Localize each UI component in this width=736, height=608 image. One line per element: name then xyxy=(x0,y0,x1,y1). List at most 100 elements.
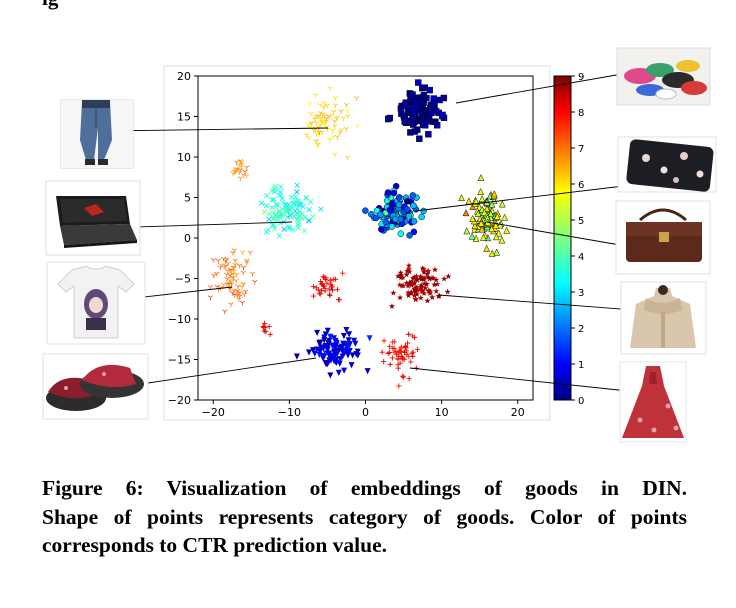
point-jeans xyxy=(322,101,328,106)
point-dress xyxy=(395,362,401,368)
point-bag xyxy=(477,187,485,195)
point-dress xyxy=(401,356,407,362)
point-coat xyxy=(409,275,417,281)
point-laptop xyxy=(290,200,297,207)
point-coat xyxy=(420,276,428,282)
point-dress xyxy=(389,355,396,361)
point-coat xyxy=(411,274,418,280)
point-laptop xyxy=(293,211,299,218)
point-dress xyxy=(379,349,385,355)
point-bag xyxy=(465,197,473,205)
point-dress xyxy=(409,350,415,356)
x-tick-label: 20 xyxy=(511,406,525,419)
point-slippers xyxy=(316,348,323,355)
point-jeans xyxy=(332,103,339,109)
point-laptop xyxy=(300,203,306,210)
point-laptop xyxy=(295,200,301,206)
point-jeans xyxy=(324,103,331,109)
point-red-plus-center xyxy=(310,293,317,299)
point-laptop xyxy=(295,224,301,231)
point-jeans xyxy=(321,113,328,119)
point-jeans xyxy=(314,120,320,126)
point-wallet xyxy=(378,226,385,233)
point-tshirt xyxy=(230,275,236,281)
point-wallet xyxy=(406,232,413,239)
point-wallet xyxy=(397,216,404,223)
point-slippers xyxy=(340,350,347,357)
point-jeans xyxy=(334,134,341,140)
point-bag xyxy=(458,193,465,202)
point-coat xyxy=(409,278,416,284)
point-jeans xyxy=(332,152,338,158)
point-laptop xyxy=(294,189,300,195)
point-laptop xyxy=(303,194,310,201)
point-coat xyxy=(413,284,421,290)
point-slippers xyxy=(348,362,355,369)
point-jeans xyxy=(306,101,313,107)
point-coat xyxy=(397,294,404,301)
point-laptop xyxy=(283,206,289,212)
point-red-plus-center xyxy=(334,287,341,293)
point-coat xyxy=(420,290,428,297)
point-laptop xyxy=(309,213,316,220)
point-laptop xyxy=(287,224,293,231)
point-dress xyxy=(413,365,419,371)
sneakers-image xyxy=(616,47,711,106)
point-jeans xyxy=(312,116,318,122)
point-coat xyxy=(400,282,407,289)
point-shoes xyxy=(428,109,435,117)
point-bag xyxy=(495,229,503,237)
point-bag xyxy=(469,214,477,222)
point-jeans xyxy=(338,128,344,133)
point-wallet xyxy=(386,206,394,214)
point-coat xyxy=(429,294,436,301)
point-tshirt xyxy=(224,277,230,282)
point-tshirt xyxy=(222,309,228,315)
point-laptop xyxy=(276,233,283,239)
point-red-plus-center xyxy=(320,274,326,280)
caption-line-2: Shape of points represents category of g… xyxy=(42,504,687,529)
point-wallet xyxy=(404,197,411,205)
point-slippers xyxy=(331,348,338,355)
point-wallet xyxy=(384,189,392,196)
point-dress xyxy=(406,353,412,360)
point-coat xyxy=(398,272,405,278)
point-wallet xyxy=(389,201,396,209)
point-red-plus-center xyxy=(327,292,333,299)
point-red-plus-left xyxy=(262,320,268,326)
caption-line-1: Figure 6: Visualization of embeddings of… xyxy=(42,476,687,500)
point-coat xyxy=(405,266,412,272)
point-bag xyxy=(483,244,491,252)
point-laptop xyxy=(290,227,296,233)
point-coat xyxy=(411,280,418,287)
point-coat xyxy=(424,297,431,304)
point-slippers xyxy=(325,339,332,346)
point-red-plus-center xyxy=(317,291,323,297)
point-dress xyxy=(386,349,392,356)
point-wallet xyxy=(377,211,384,218)
point-coat xyxy=(445,273,452,280)
point-jeans xyxy=(340,116,347,122)
point-laptop xyxy=(272,189,278,195)
laptop-image xyxy=(45,180,141,256)
point-bag xyxy=(493,212,501,220)
point-coat xyxy=(425,267,432,274)
point-shoes xyxy=(431,102,438,110)
point-coat xyxy=(420,269,427,275)
point-coat xyxy=(409,281,416,288)
y-tick-label: 10 xyxy=(177,151,191,164)
point-slippers xyxy=(341,347,348,354)
point-coat xyxy=(408,289,415,296)
point-wallet xyxy=(404,206,411,213)
point-laptop xyxy=(266,216,272,222)
point-bag xyxy=(493,233,500,241)
colorbar-tick-label: 6 xyxy=(578,180,584,191)
y-tick-label: 5 xyxy=(184,192,191,205)
point-red-plus-left xyxy=(261,324,267,331)
point-dress xyxy=(405,340,411,346)
point-bag xyxy=(487,210,495,218)
point-tshirt xyxy=(231,288,237,294)
point-laptop xyxy=(318,206,324,212)
point-tshirt xyxy=(232,258,238,264)
point-red-plus-center xyxy=(319,281,325,288)
